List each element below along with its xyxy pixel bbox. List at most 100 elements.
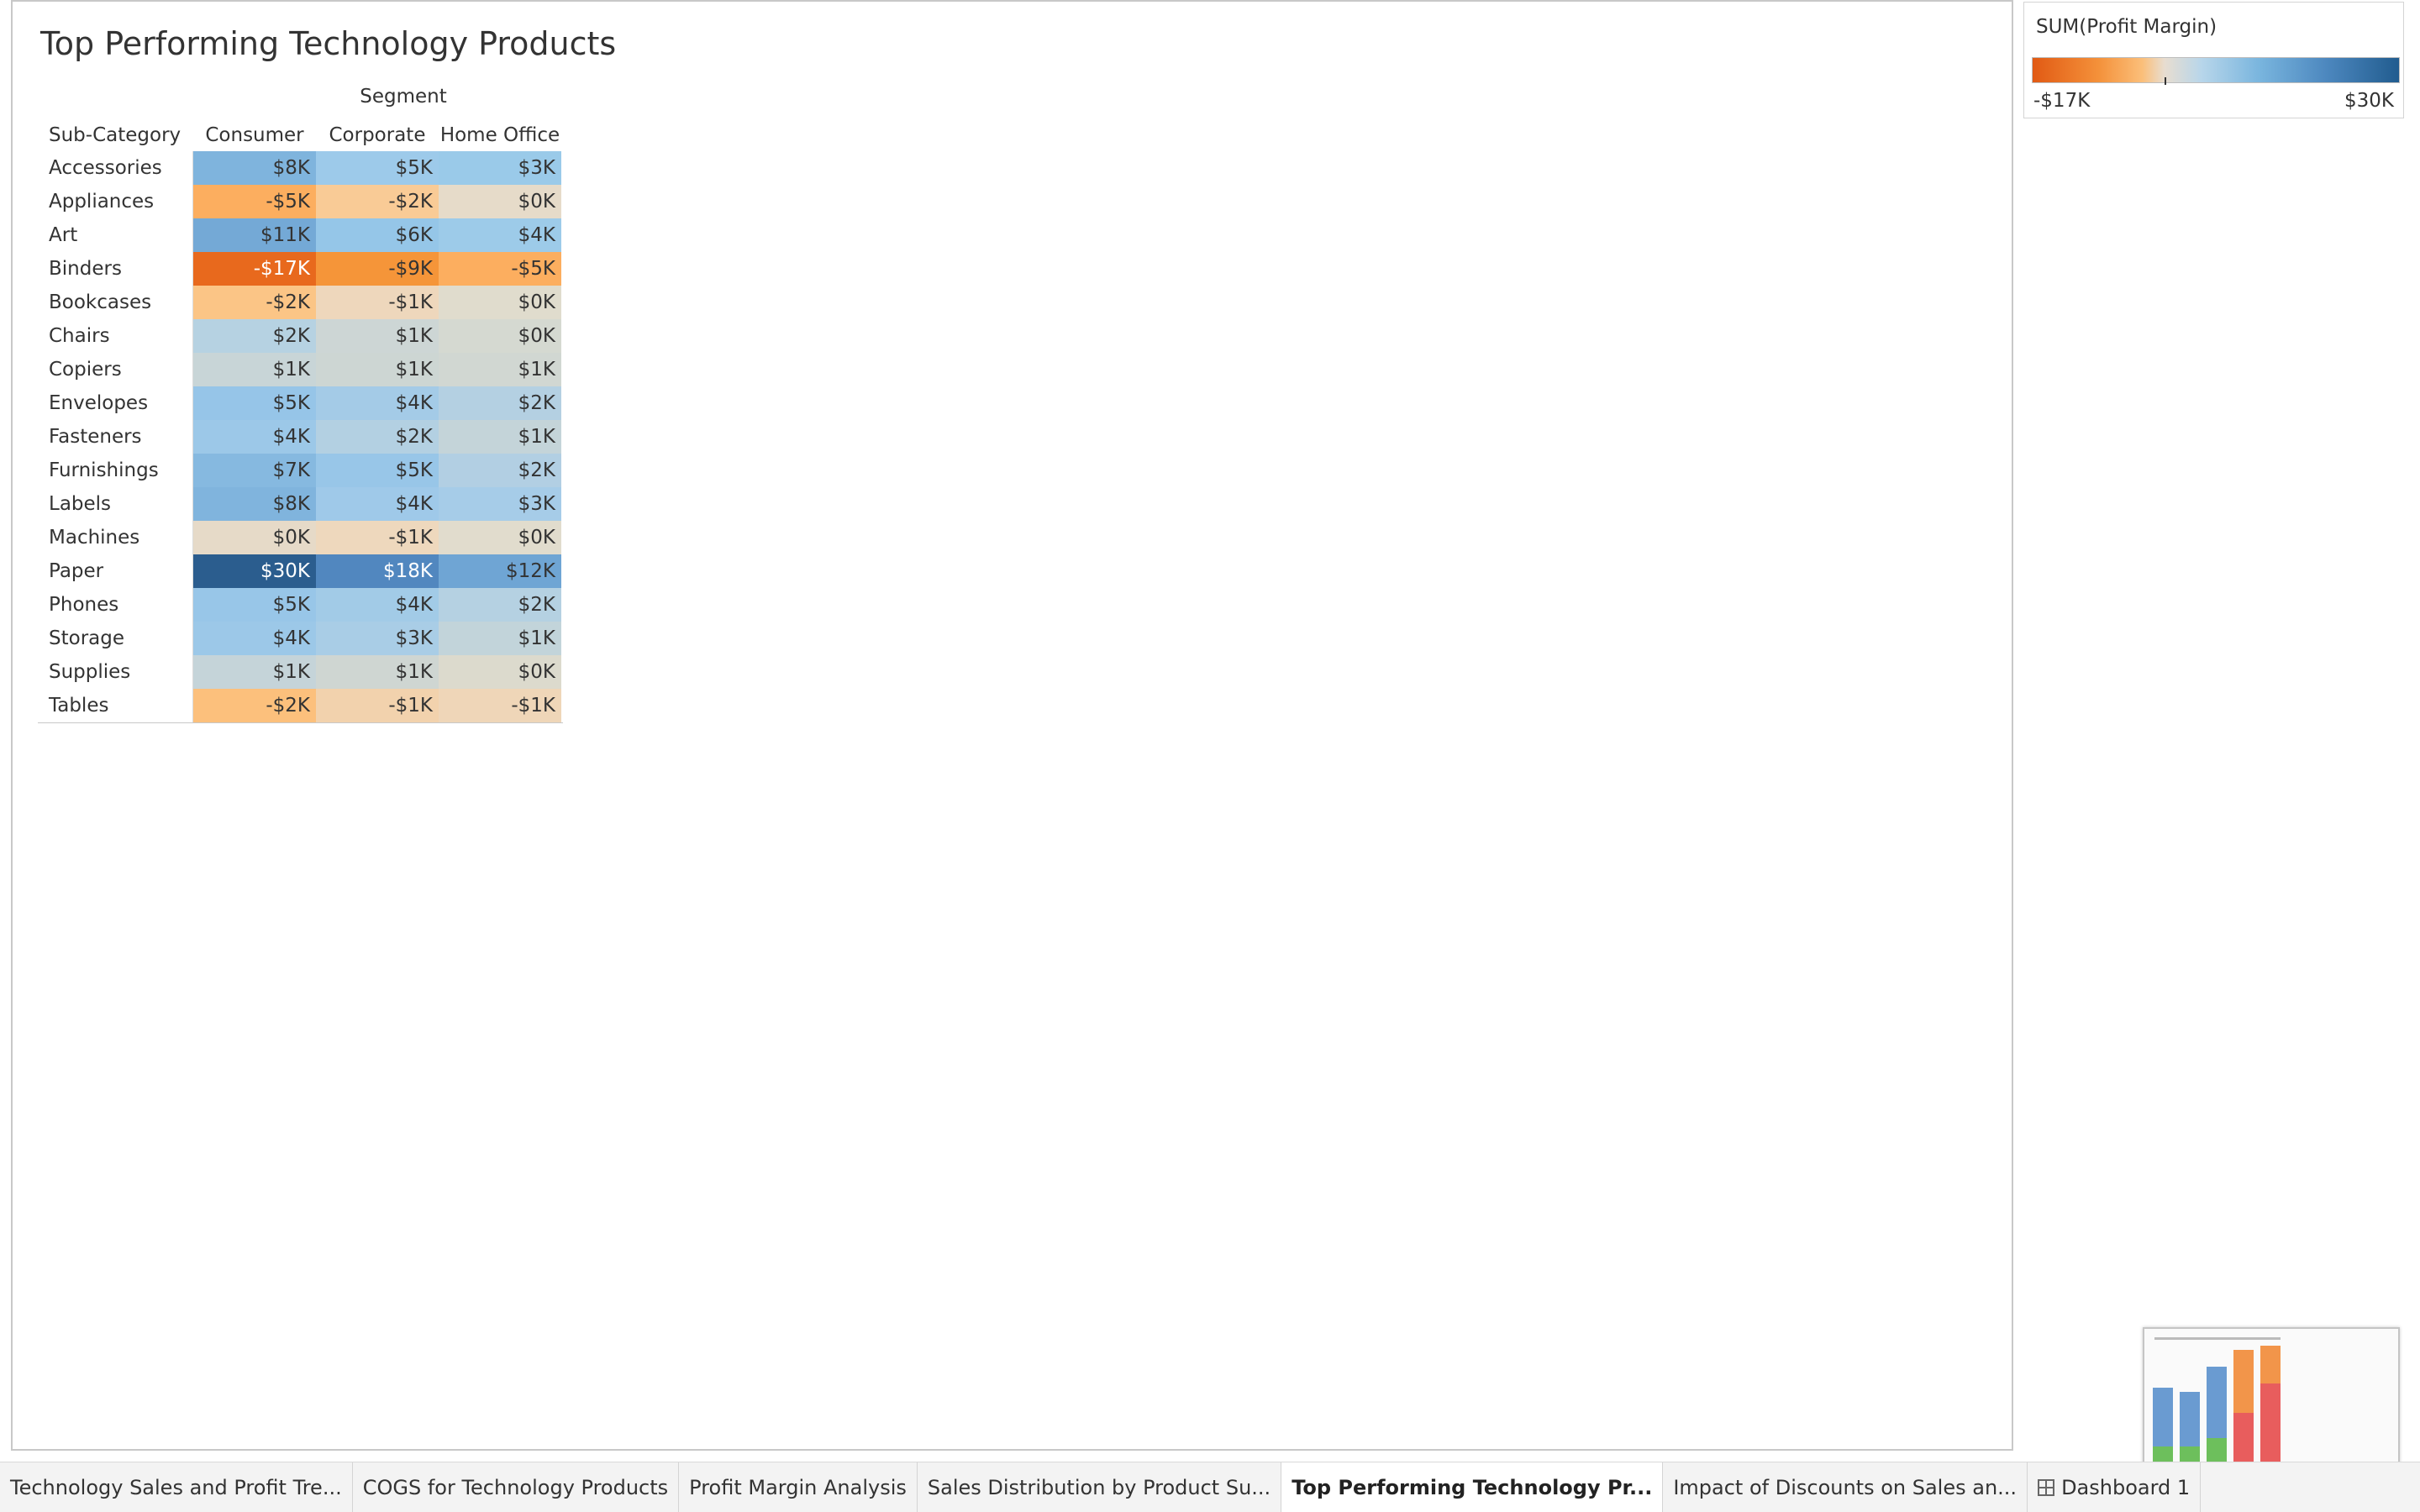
table-cell-consumer[interactable]: $1K (193, 353, 316, 386)
table-cell-corporate[interactable]: -$1K (316, 521, 439, 554)
table-cell-home-office[interactable]: $12K (439, 554, 561, 588)
table-cell-consumer[interactable]: $11K (193, 218, 316, 252)
row-label[interactable]: Envelopes (38, 386, 193, 420)
legend-color-ramp (2032, 57, 2400, 83)
row-label[interactable]: Fasteners (38, 420, 193, 454)
table-cell-consumer[interactable]: $5K (193, 588, 316, 622)
table-row: Machines $0K -$1K $0K (38, 521, 561, 554)
table-cell-corporate[interactable]: $3K (316, 622, 439, 655)
table-cell-home-office[interactable]: -$1K (439, 689, 561, 722)
row-label[interactable]: Labels (38, 487, 193, 521)
table-row: Accessories $8K $5K $3K (38, 151, 561, 185)
table-row: Furnishings $7K $5K $2K (38, 454, 561, 487)
row-label[interactable]: Accessories (38, 151, 193, 185)
table-cell-corporate[interactable]: -$1K (316, 689, 439, 722)
sheet-tab[interactable]: COGS for Technology Products (353, 1462, 680, 1512)
thumbnail-title-line (2154, 1337, 2281, 1340)
sheet-tab[interactable]: Sales Distribution by Product Su... (918, 1462, 1282, 1512)
table-cell-home-office[interactable]: $2K (439, 454, 561, 487)
table-cell-home-office[interactable]: $3K (439, 151, 561, 185)
table-cell-home-office[interactable]: $2K (439, 588, 561, 622)
row-label[interactable]: Supplies (38, 655, 193, 689)
worksheet-view: Top Performing Technology Products Segme… (11, 0, 2013, 1451)
table-cell-corporate[interactable]: -$9K (316, 252, 439, 286)
row-label[interactable]: Binders (38, 252, 193, 286)
table-row: Phones $5K $4K $2K (38, 588, 561, 622)
color-legend[interactable]: SUM(Profit Margin) -$17K $30K (2023, 2, 2404, 118)
sheet-tab-label: Profit Margin Analysis (689, 1476, 907, 1499)
sheet-tab-label: Top Performing Technology Pr... (1292, 1476, 1653, 1499)
table-cell-consumer[interactable]: -$17K (193, 252, 316, 286)
row-label[interactable]: Machines (38, 521, 193, 554)
sheet-tab-label: Technology Sales and Profit Tre... (10, 1476, 342, 1499)
table-cell-consumer[interactable]: $7K (193, 454, 316, 487)
table-cell-home-office[interactable]: $0K (439, 521, 561, 554)
table-cell-home-office[interactable]: $0K (439, 319, 561, 353)
table-cell-corporate[interactable]: $4K (316, 386, 439, 420)
table-cell-consumer[interactable]: $5K (193, 386, 316, 420)
table-bottom-border (38, 722, 563, 723)
sheet-tab-label: COGS for Technology Products (362, 1476, 669, 1499)
thumbnail-bar-segment (2233, 1413, 2254, 1463)
table-row: Tables -$2K -$1K -$1K (38, 689, 561, 722)
table-cell-corporate[interactable]: $6K (316, 218, 439, 252)
table-cell-consumer[interactable]: $4K (193, 420, 316, 454)
row-label[interactable]: Appliances (38, 185, 193, 218)
row-label[interactable]: Art (38, 218, 193, 252)
row-label[interactable]: Paper (38, 554, 193, 588)
sheet-tab[interactable]: Dashboard 1 (2028, 1462, 2202, 1512)
table-cell-corporate[interactable]: $1K (316, 655, 439, 689)
row-label[interactable]: Tables (38, 689, 193, 722)
column-header-corporate[interactable]: Corporate (329, 124, 426, 146)
table-cell-consumer[interactable]: $2K (193, 319, 316, 353)
table-cell-consumer[interactable]: $0K (193, 521, 316, 554)
table-cell-home-office[interactable]: $1K (439, 353, 561, 386)
table-cell-consumer[interactable]: -$2K (193, 286, 316, 319)
sheet-tab[interactable]: Profit Margin Analysis (679, 1462, 918, 1512)
table-cell-consumer[interactable]: -$2K (193, 689, 316, 722)
row-label[interactable]: Bookcases (38, 286, 193, 319)
row-label[interactable]: Storage (38, 622, 193, 655)
table-cell-consumer[interactable]: $30K (193, 554, 316, 588)
table-cell-consumer[interactable]: $1K (193, 655, 316, 689)
legend-min-label: -$17K (2033, 90, 2091, 112)
table-cell-corporate[interactable]: -$2K (316, 185, 439, 218)
crosstab-rows: Accessories $8K $5K $3K Appliances -$5K -$2K $0… (38, 151, 563, 723)
table-cell-home-office[interactable]: $1K (439, 420, 561, 454)
table-cell-consumer[interactable]: -$5K (193, 185, 316, 218)
row-label[interactable]: Chairs (38, 319, 193, 353)
column-header-home-office[interactable]: Home Office (439, 124, 560, 146)
sheet-tab-bar: Technology Sales and Profit Tre... COGS f… (0, 1462, 2420, 1512)
sheet-tab[interactable]: Technology Sales and Profit Tre... (0, 1462, 353, 1512)
table-cell-home-office[interactable]: $4K (439, 218, 561, 252)
legend-title: SUM(Profit Margin) (2036, 16, 2217, 38)
table-cell-corporate[interactable]: $4K (316, 487, 439, 521)
column-header-consumer[interactable]: Consumer (205, 124, 304, 146)
table-cell-corporate[interactable]: $18K (316, 554, 439, 588)
table-cell-consumer[interactable]: $4K (193, 622, 316, 655)
table-cell-home-office[interactable]: -$5K (439, 252, 561, 286)
row-label[interactable]: Furnishings (38, 454, 193, 487)
table-cell-home-office[interactable]: $1K (439, 622, 561, 655)
row-label[interactable]: Phones (38, 588, 193, 622)
sheet-tab[interactable]: Top Performing Technology Pr... (1281, 1462, 1664, 1512)
row-label[interactable]: Copiers (38, 353, 193, 386)
table-cell-consumer[interactable]: $8K (193, 487, 316, 521)
table-cell-home-office[interactable]: $0K (439, 286, 561, 319)
table-cell-corporate[interactable]: $1K (316, 319, 439, 353)
table-cell-home-office[interactable]: $0K (439, 655, 561, 689)
table-cell-corporate[interactable]: $5K (316, 454, 439, 487)
table-cell-home-office[interactable]: $3K (439, 487, 561, 521)
table-cell-corporate[interactable]: -$1K (316, 286, 439, 319)
dashboard-grid-icon (2038, 1479, 2055, 1496)
table-cell-home-office[interactable]: $0K (439, 185, 561, 218)
table-cell-corporate[interactable]: $4K (316, 588, 439, 622)
table-cell-home-office[interactable]: $2K (439, 386, 561, 420)
table-cell-corporate[interactable]: $5K (316, 151, 439, 185)
table-row: Labels $8K $4K $3K (38, 487, 561, 521)
sheet-tab[interactable]: Impact of Discounts on Sales an... (1663, 1462, 2028, 1512)
table-cell-corporate[interactable]: $1K (316, 353, 439, 386)
row-header-sub-category[interactable]: Sub-Category (49, 124, 182, 146)
table-cell-corporate[interactable]: $2K (316, 420, 439, 454)
table-cell-consumer[interactable]: $8K (193, 151, 316, 185)
